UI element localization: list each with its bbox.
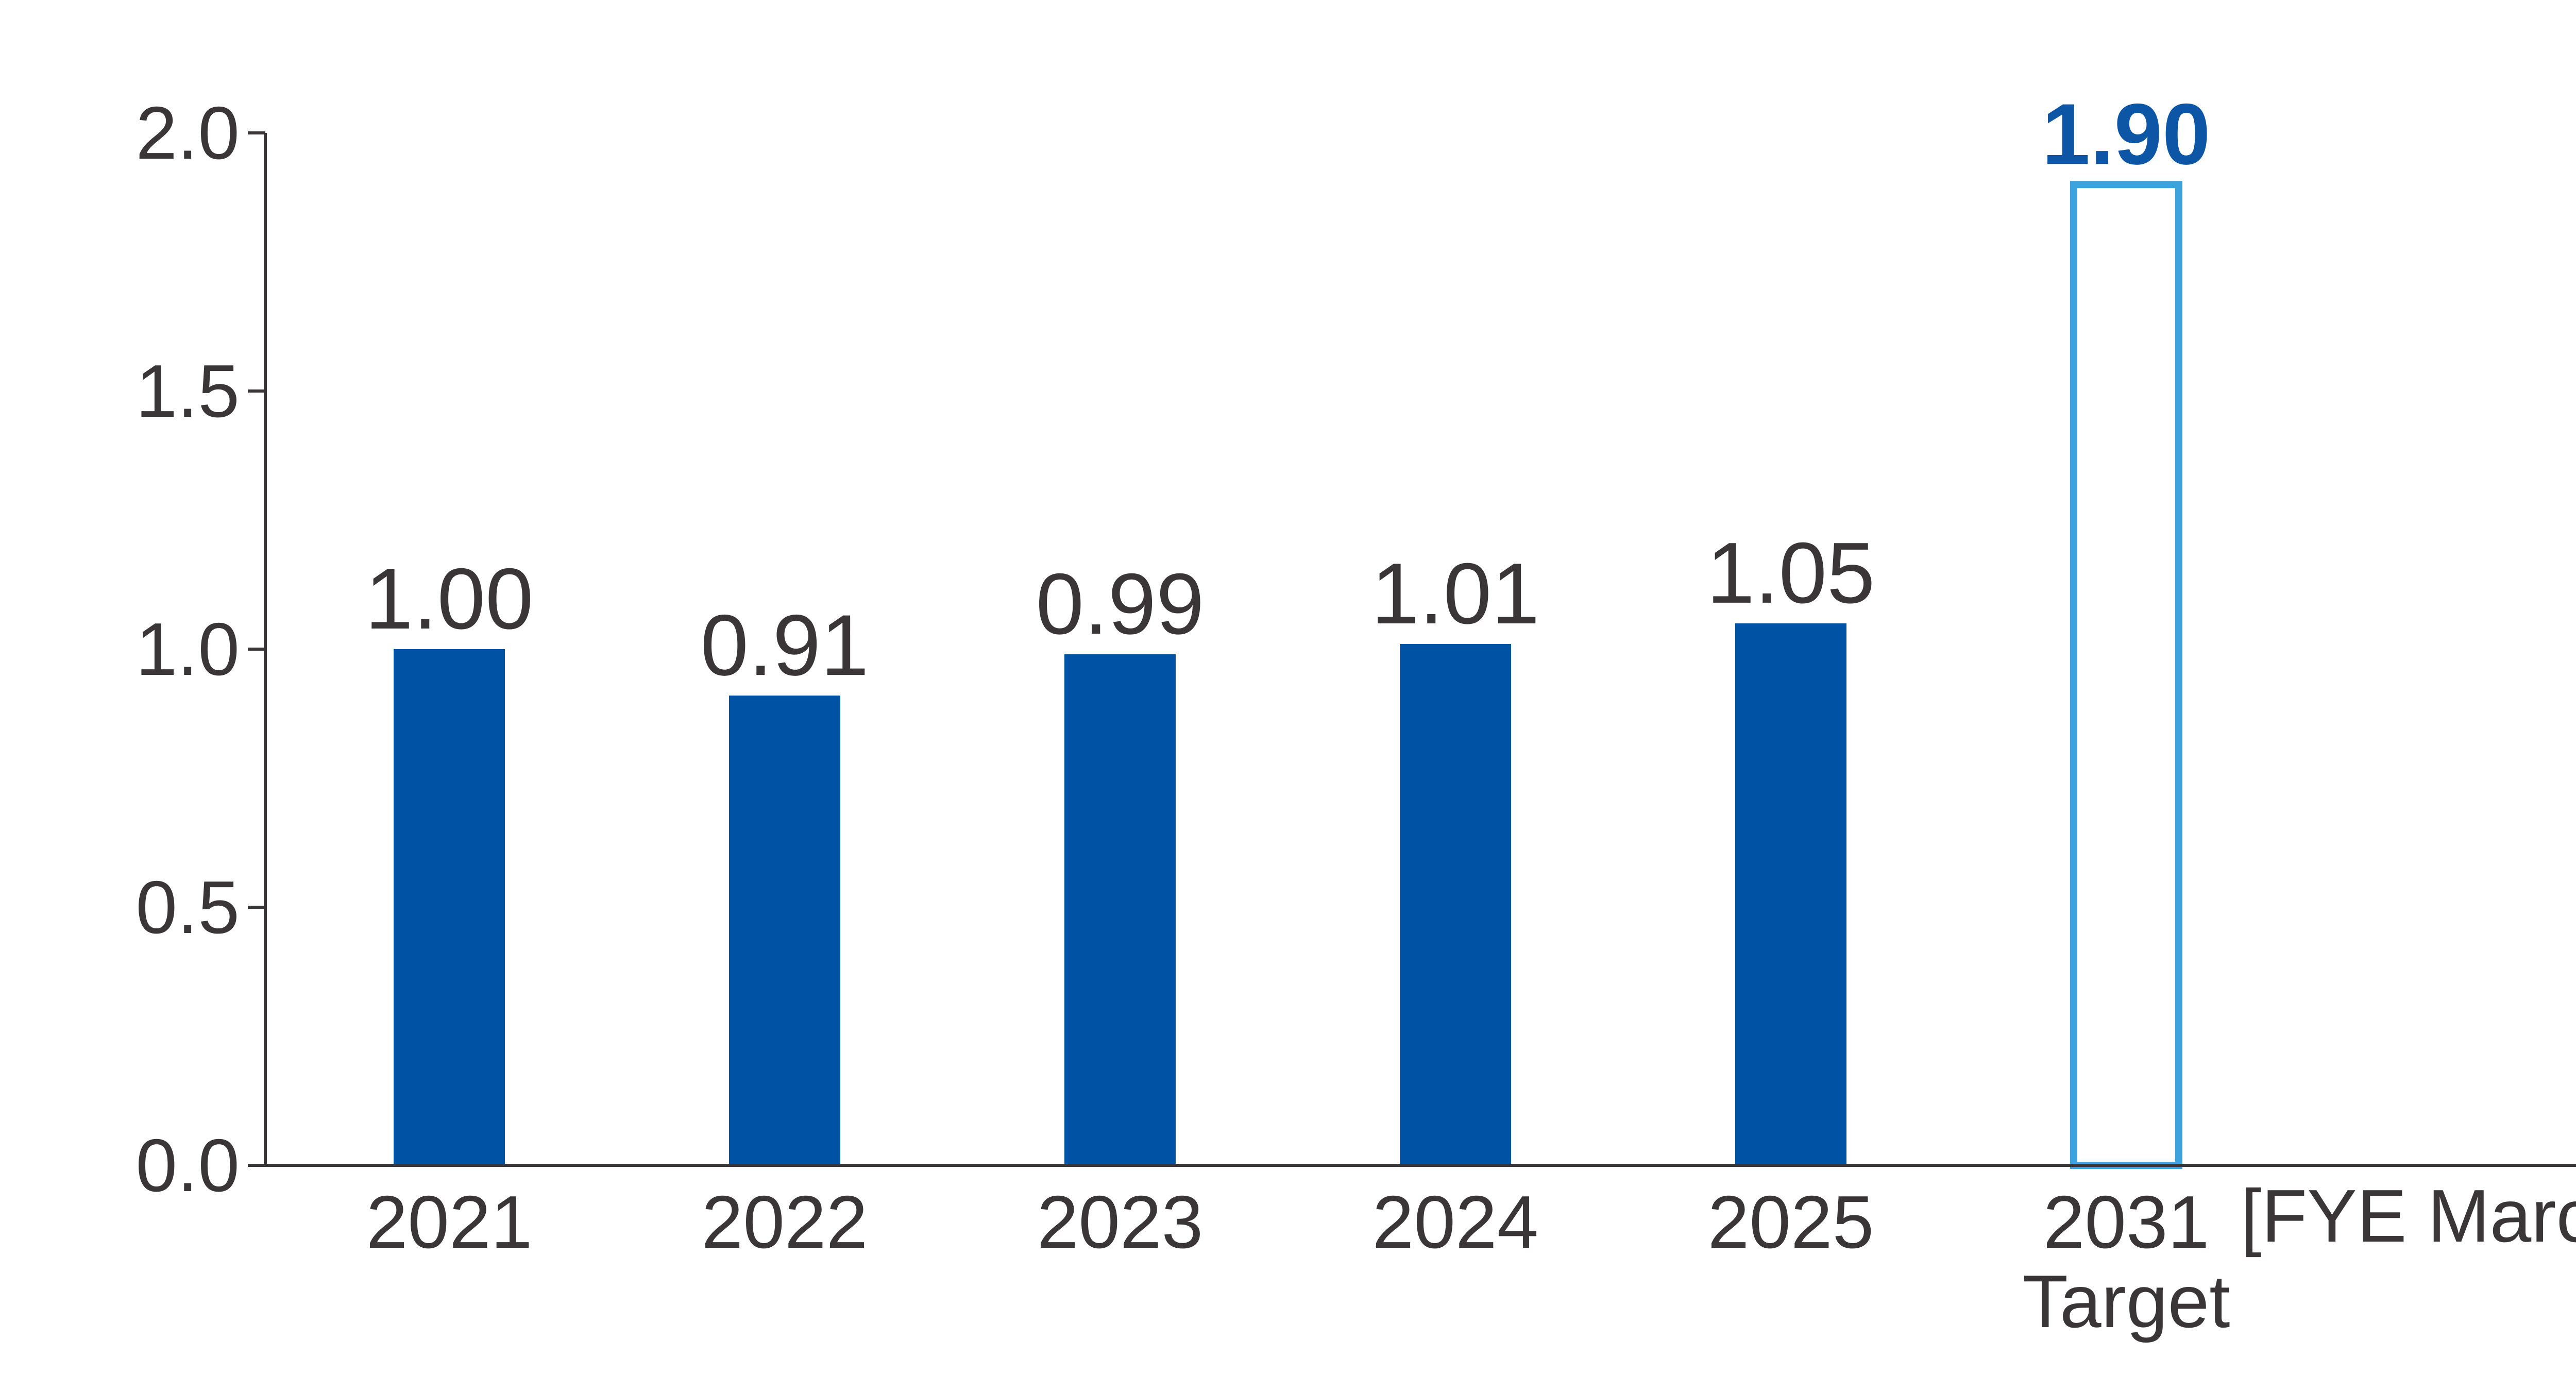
bar-2022 bbox=[729, 696, 840, 1165]
x-tick-label-2031: 2031 bbox=[2043, 1180, 2210, 1264]
y-tick-label: 1.0 bbox=[135, 607, 240, 691]
y-tick-label: 2.0 bbox=[135, 91, 240, 175]
bar-2025 bbox=[1735, 623, 1846, 1165]
y-tick-label: 0.0 bbox=[135, 1124, 240, 1207]
data-label-2022: 0.91 bbox=[701, 597, 869, 693]
x-tick-label-2024: 2024 bbox=[1372, 1180, 1539, 1264]
x-tick-sublabel-2031: Target bbox=[2023, 1260, 2230, 1343]
data-label-2021: 1.00 bbox=[365, 550, 534, 647]
x-tick-label-2025: 2025 bbox=[1708, 1180, 1874, 1264]
bar-2031 bbox=[2070, 181, 2182, 1169]
data-label-2025: 1.05 bbox=[1707, 524, 1875, 621]
bars bbox=[394, 181, 2182, 1169]
data-label-2031: 1.90 bbox=[2042, 86, 2211, 182]
data-label-2023: 0.99 bbox=[1036, 555, 1205, 652]
bar-2023 bbox=[1064, 654, 1176, 1165]
x-tick-label-2023: 2023 bbox=[1037, 1180, 1204, 1264]
bar-2021 bbox=[394, 649, 505, 1165]
data-label-2024: 1.01 bbox=[1371, 545, 1540, 642]
data-labels: 1.00 0.91 0.99 1.01 1.05 1.90 bbox=[365, 86, 2211, 693]
x-axis-unit-label: [FYE March] bbox=[2241, 1174, 2576, 1258]
y-axis-ticks: 0.0 0.5 1.0 1.5 2.0 bbox=[135, 91, 265, 1207]
x-tick-label-2021: 2021 bbox=[366, 1180, 533, 1264]
y-tick-label: 0.5 bbox=[135, 866, 240, 949]
x-tick-label-2022: 2022 bbox=[702, 1180, 868, 1264]
y-tick-label: 1.5 bbox=[135, 349, 240, 433]
bar-2024 bbox=[1400, 643, 1511, 1165]
